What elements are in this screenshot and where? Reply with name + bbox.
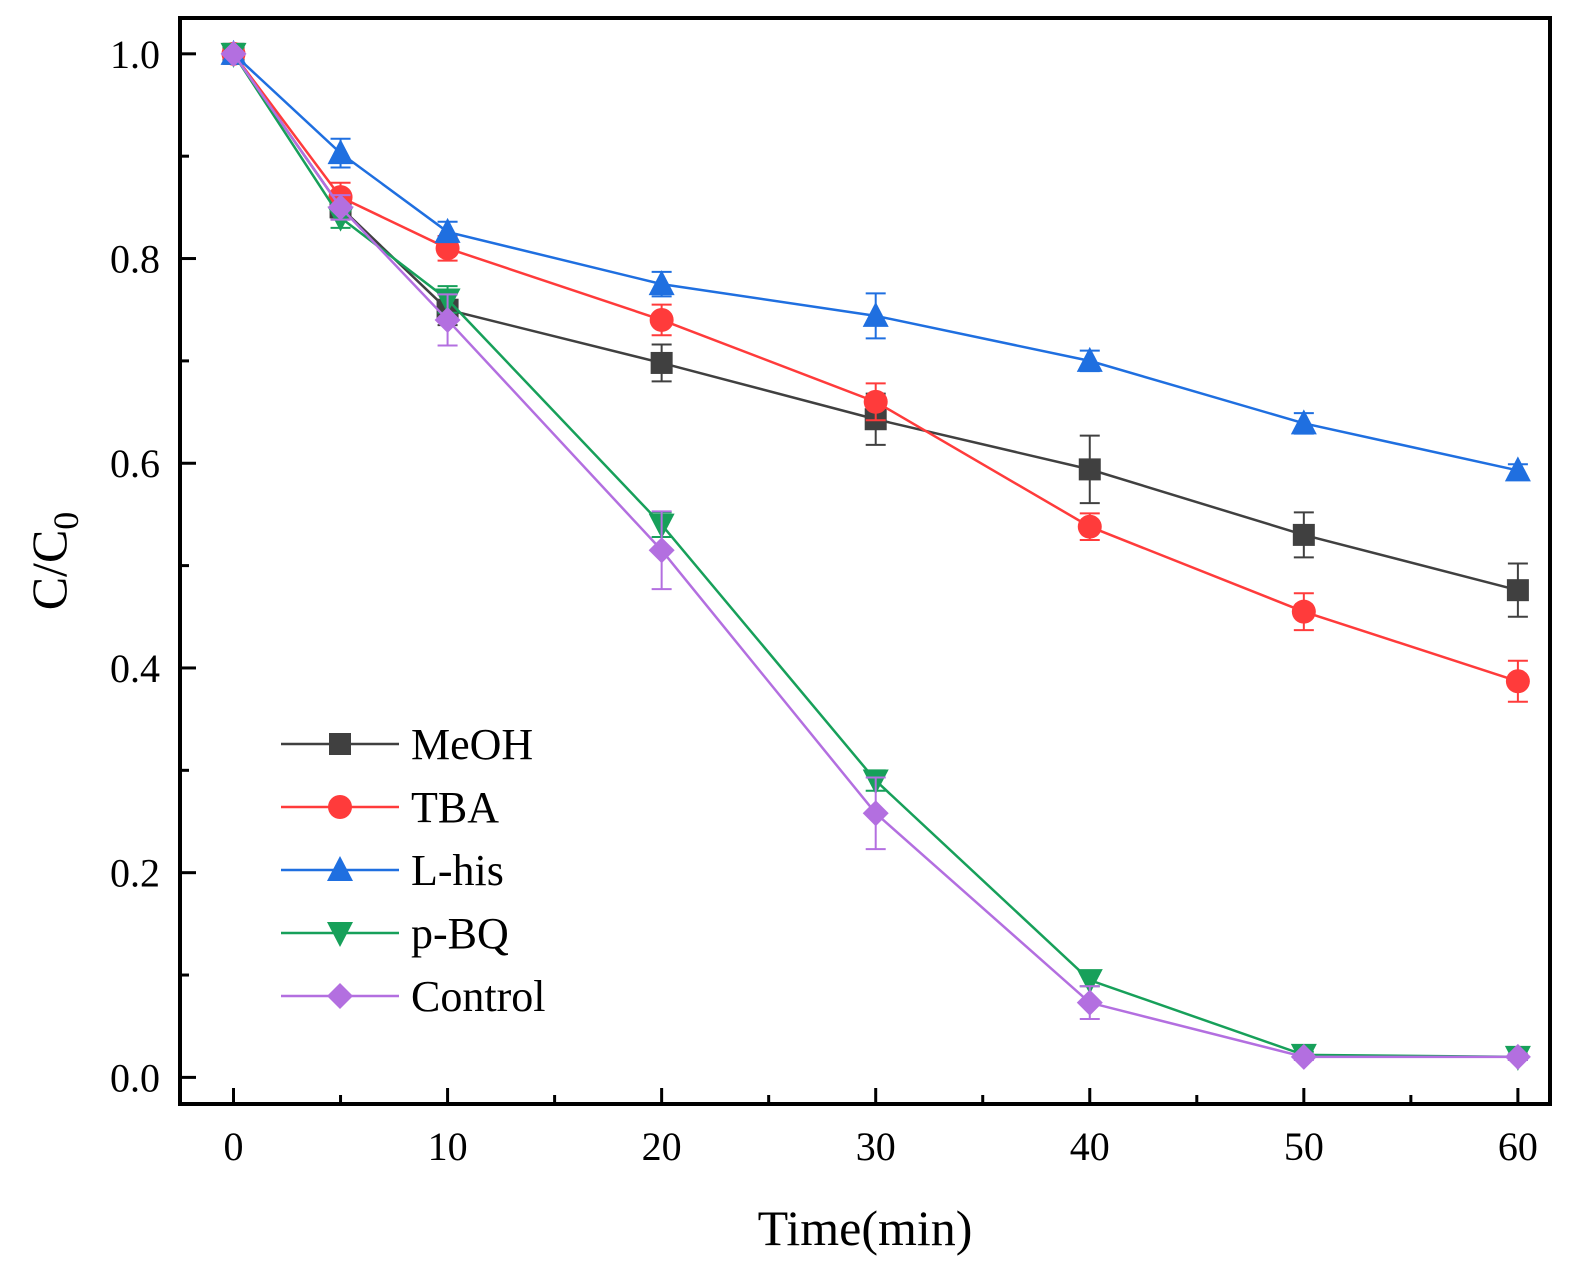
x-axis-title: Time(min) — [758, 1200, 973, 1256]
x-tick-label: 20 — [642, 1124, 682, 1169]
y-tick-label: 0.8 — [110, 237, 160, 282]
data-point — [327, 139, 354, 165]
y-axis-tick-labels: 0.0 0.2 0.4 0.6 0.8 1.0 — [110, 32, 160, 1101]
y-tick-label: 0.4 — [110, 646, 160, 691]
data-point — [1290, 409, 1317, 435]
data-point — [1505, 669, 1530, 694]
data-point — [1506, 579, 1529, 602]
data-point — [434, 217, 461, 243]
y-axis-title-main: C/C — [21, 530, 77, 611]
legend-item: p-BQ — [281, 909, 509, 958]
legend-label: MeOH — [411, 720, 533, 769]
legend-label: L-his — [411, 846, 504, 895]
data-point — [1504, 1043, 1531, 1070]
series-l-his — [220, 39, 1531, 482]
legend-marker — [327, 983, 353, 1009]
y-axis-title-subscript: 0 — [46, 512, 86, 530]
x-tick-label: 40 — [1070, 1124, 1110, 1169]
data-point — [863, 389, 888, 414]
series-control — [220, 40, 1531, 1070]
data-point — [1504, 456, 1531, 482]
x-tick-label: 30 — [856, 1124, 896, 1169]
data-point — [648, 270, 675, 296]
y-tick-label: 0.6 — [110, 441, 160, 486]
axis-ticks — [180, 52, 1520, 1104]
x-tick-label: 10 — [428, 1124, 468, 1169]
legend-item: L-his — [281, 846, 504, 895]
legend-marker — [328, 795, 352, 819]
data-point — [1290, 1043, 1317, 1070]
data-point — [1078, 458, 1101, 481]
series-layer — [220, 39, 1531, 1071]
data-point — [1076, 969, 1103, 995]
legend-marker — [329, 733, 351, 755]
data-point — [220, 40, 247, 67]
legend-marker — [327, 856, 353, 881]
data-point — [1076, 989, 1103, 1016]
x-axis-tick-labels: 0 10 20 30 40 50 60 — [224, 1124, 1538, 1169]
data-point — [434, 306, 461, 333]
series-line — [232, 53, 1519, 683]
y-tick-label: 0.2 — [110, 851, 160, 896]
series-tba — [221, 41, 1530, 703]
x-tick-label: 60 — [1498, 1124, 1538, 1169]
legend-marker — [327, 922, 353, 947]
legend-item: MeOH — [281, 720, 533, 769]
data-point — [1291, 599, 1316, 624]
data-point — [1292, 523, 1315, 546]
data-point — [862, 800, 889, 827]
data-point — [649, 307, 674, 332]
data-point — [327, 194, 354, 221]
series-line — [232, 52, 1519, 472]
plot-frame — [178, 16, 1552, 1106]
y-tick-label: 1.0 — [110, 32, 160, 77]
legend: MeOH TBA L-his p-BQ Control — [281, 720, 545, 1021]
y-tick-label: 0.0 — [110, 1055, 160, 1100]
data-point — [862, 301, 889, 327]
x-tick-label: 50 — [1284, 1124, 1324, 1169]
plot-area — [178, 16, 1552, 1106]
x-tick-label: 0 — [224, 1124, 244, 1169]
data-point — [650, 351, 673, 374]
data-point — [1077, 514, 1102, 539]
legend-label: TBA — [411, 783, 499, 832]
series-line — [232, 53, 1518, 1059]
series-line — [232, 53, 1518, 1059]
legend-item: Control — [281, 972, 545, 1021]
legend-item: TBA — [281, 783, 499, 832]
data-point — [1076, 346, 1103, 372]
data-point — [648, 537, 675, 564]
y-axis-title: C/C0 — [21, 512, 86, 611]
legend-label: p-BQ — [411, 909, 509, 958]
legend-label: Control — [411, 972, 545, 1021]
